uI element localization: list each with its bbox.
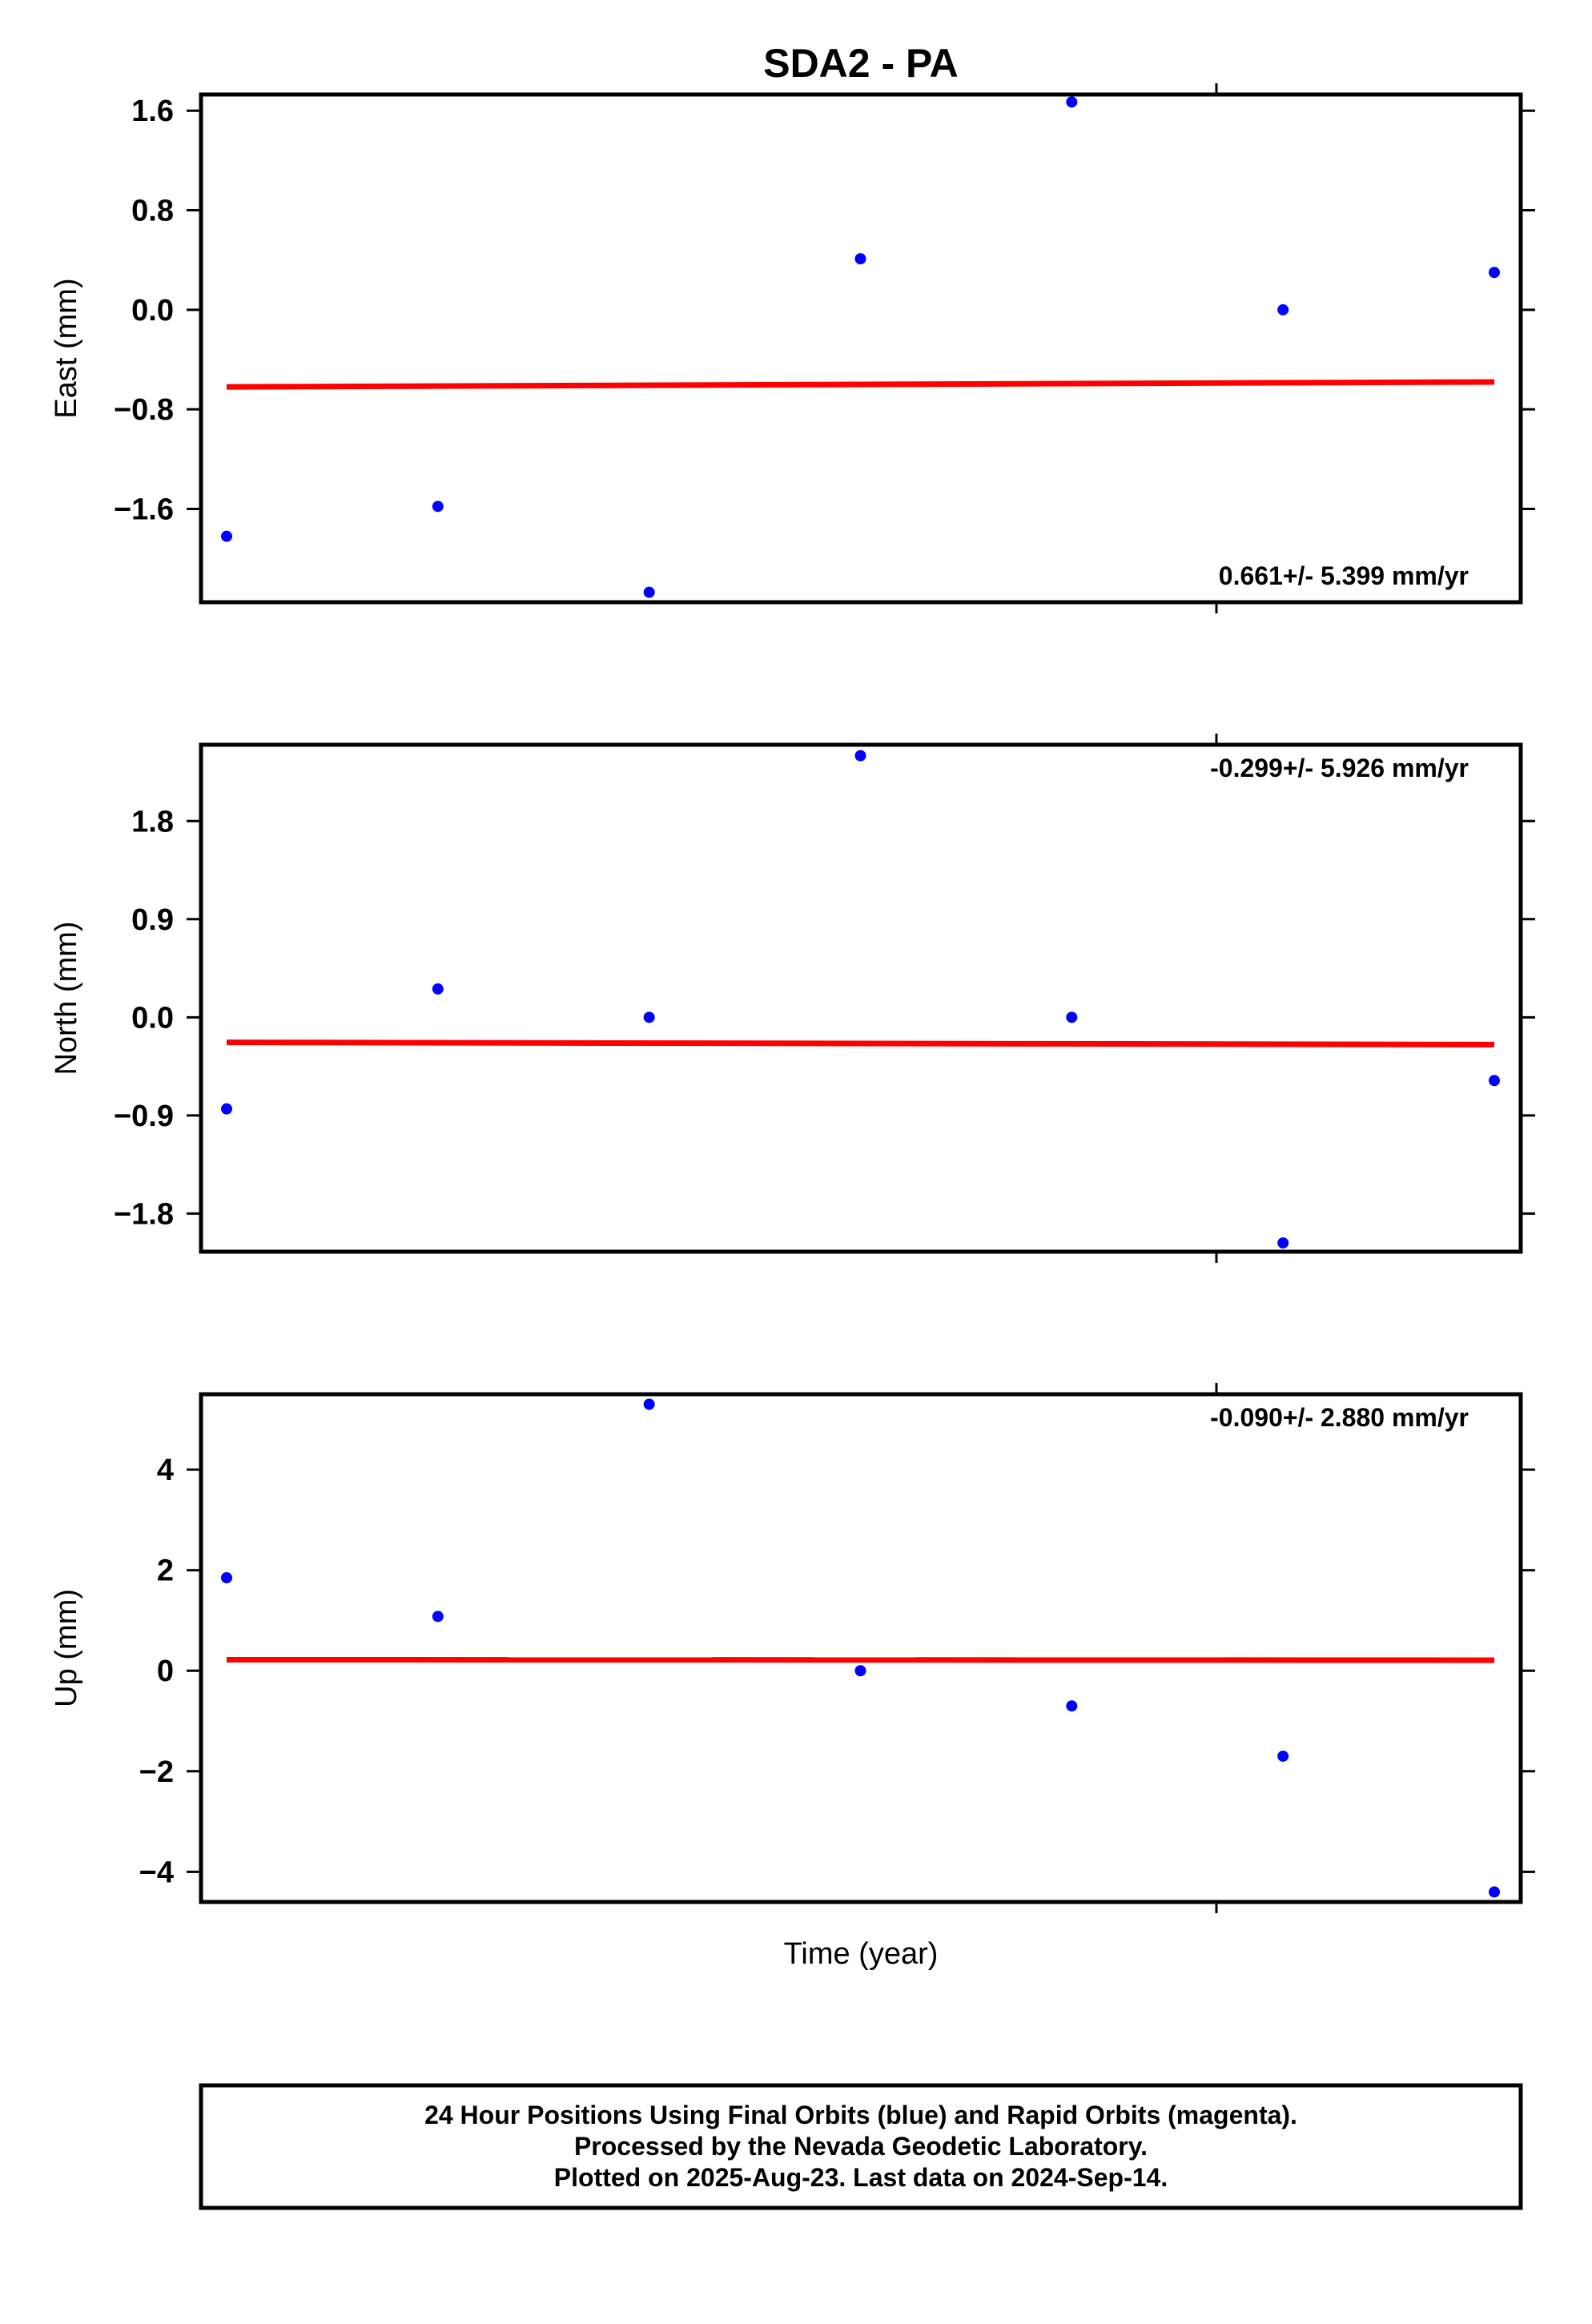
east-ytick-label: 0.8 [131,195,174,228]
east-data-point [432,501,444,513]
up-rate-label: -0.090+/- 2.880 mm/yr [1210,1403,1469,1432]
up-data-point [1066,1700,1078,1712]
north-ytick-label: 1.8 [131,805,174,838]
up-panel-frame [199,1392,1523,1904]
north-trend-line [226,1039,1495,1047]
east-panel-frame [199,92,1523,605]
north-data-point [1277,1237,1289,1249]
east-data-point [1066,96,1078,108]
north-ytick-label: −0.9 [114,1100,174,1133]
north-data-point [432,983,444,995]
up-ytick-label: −2 [139,1755,174,1789]
up-data-point [221,1572,232,1584]
north-data-point [854,750,866,762]
north-panel-frame [199,742,1523,1254]
footer-box [199,2083,1523,2210]
footer-line-1: 24 Hour Positions Using Final Orbits (bl… [424,2101,1297,2129]
up-data-point [1277,1750,1289,1762]
up-ytick-label: −4 [139,1856,174,1889]
north-ylabel: North (mm) [50,921,83,1075]
north-panel: −1.8 −0.9 0.0 0.9 1.8 North (mm) -0.299+/- 5.9… [50,734,1535,1263]
footer-line-3: Plotted on 2025-Aug-23. Last data on 202… [554,2163,1168,2192]
north-rate-label: -0.299+/- 5.926 mm/yr [1210,754,1469,782]
east-data-point [643,586,655,598]
north-data-point [643,1011,655,1023]
east-data-point [221,530,232,542]
east-data-point [1489,267,1500,279]
up-data-point [432,1610,444,1622]
north-ytick-label: 0.0 [131,1001,174,1035]
up-panel: −4 −2 0 2 4 Up (mm) -0.090+/- 2.880 mm/yr [50,1383,1535,1913]
x-axis-label: Time (year) [784,1937,939,1971]
east-ylabel: East (mm) [50,278,83,418]
east-ytick-label: −1.6 [114,493,174,526]
chart-title: SDA2 - PA [763,41,959,86]
north-data-point [1066,1011,1078,1023]
up-data-point [854,1665,866,1677]
east-data-point [1277,304,1289,316]
east-ytick-label: 1.6 [131,94,174,128]
north-data-point [221,1103,232,1115]
up-ylabel: Up (mm) [50,1589,83,1707]
east-trend-line [226,379,1495,390]
east-data-point [854,253,866,265]
east-ytick-label: −0.8 [114,393,174,427]
up-ytick-label: 0 [157,1655,174,1688]
up-ytick-label: 2 [157,1554,174,1588]
north-ytick-label: −1.8 [114,1197,174,1231]
north-data-point [1489,1075,1500,1087]
east-ytick-label: 0.0 [131,294,174,328]
up-ytick-label: 4 [157,1454,174,1487]
up-data-point [643,1398,655,1410]
up-trend-line [226,1656,1495,1663]
footer-line-2: Processed by the Nevada Geodetic Laborat… [574,2132,1148,2161]
north-ytick-label: 0.9 [131,903,174,937]
east-rate-label: 0.661+/- 5.399 mm/yr [1219,561,1469,590]
east-panel: −1.6 −0.8 0.0 0.8 1.6 East (mm) 0.661+/- 5.399… [50,83,1535,613]
up-data-point [1489,1886,1500,1898]
